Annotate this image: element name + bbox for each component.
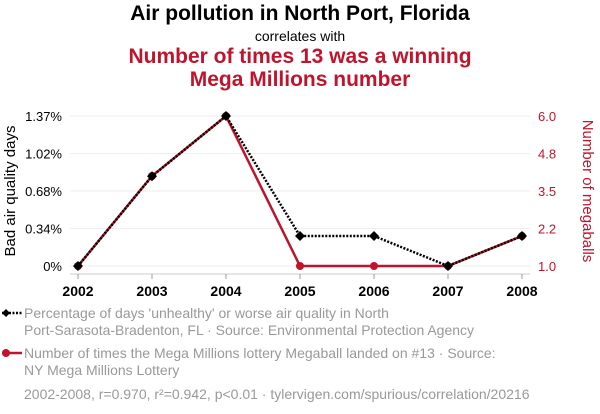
- megaballs-point: [296, 262, 304, 270]
- title2-line1: Number of times 13 was a winning: [128, 45, 472, 68]
- right-tick-label: 3.5: [538, 184, 556, 199]
- air-quality-point: [147, 171, 157, 182]
- megaballs-point: [370, 262, 378, 270]
- air-quality-point: [295, 231, 305, 241]
- left-tick-label: 0.34%: [25, 222, 62, 237]
- x-tick-label: 2002: [62, 283, 93, 299]
- right-tick-label: 1.0: [538, 259, 556, 274]
- legend1-marker: [2, 309, 10, 317]
- x-tick-label: 2004: [210, 283, 241, 299]
- legend-item-1: Percentage of days 'unhealthy' or worse …: [24, 305, 474, 339]
- footer: 2002-2008, r=0.970, r²=0.942, p<0.01 · t…: [24, 386, 530, 402]
- right-tick-label: 6.0: [538, 109, 556, 124]
- legend-item-2: Number of times the Mega Millions lotter…: [24, 345, 496, 379]
- legend1-line2: Port-Sarasota-Bradenton, FL · Source: En…: [24, 322, 475, 338]
- left-tick-label: 1.37%: [25, 109, 62, 124]
- x-tick-label: 2006: [358, 283, 389, 299]
- air-quality-point: [443, 261, 453, 271]
- right-axis-label: Number of megaballs: [579, 120, 596, 263]
- legend1-line1: Percentage of days 'unhealthy' or worse …: [24, 305, 389, 321]
- legend2-line1: Number of times the Mega Millions lotter…: [24, 345, 496, 361]
- x-tick-label: 2007: [432, 283, 463, 299]
- chart-title-2: Number of times 13 was a winning Mega Mil…: [0, 45, 600, 91]
- left-tick-label: 1.02%: [25, 147, 62, 162]
- chart-title: Air pollution in North Port, Florida: [130, 2, 470, 25]
- legend2-line2: NY Mega Millions Lottery: [24, 362, 180, 378]
- x-tick-label: 2008: [506, 283, 537, 299]
- right-tick-label: 2.2: [538, 222, 556, 237]
- x-tick-label: 2005: [284, 283, 315, 299]
- x-tick-label: 2003: [136, 283, 167, 299]
- chart-subtitle: correlates with: [254, 28, 346, 44]
- left-tick-label: 0%: [43, 259, 62, 274]
- air-quality-point: [73, 261, 83, 271]
- right-tick-label: 4.8: [538, 147, 556, 162]
- left-axis-label: Bad air quality days: [2, 126, 19, 257]
- left-tick-label: 0.68%: [25, 184, 62, 199]
- title2-line2: Mega Millions number: [189, 68, 411, 91]
- air-quality-point: [369, 231, 379, 241]
- air-quality-point: [517, 231, 527, 241]
- air-quality-point: [221, 111, 231, 121]
- legend2-marker: [2, 349, 10, 357]
